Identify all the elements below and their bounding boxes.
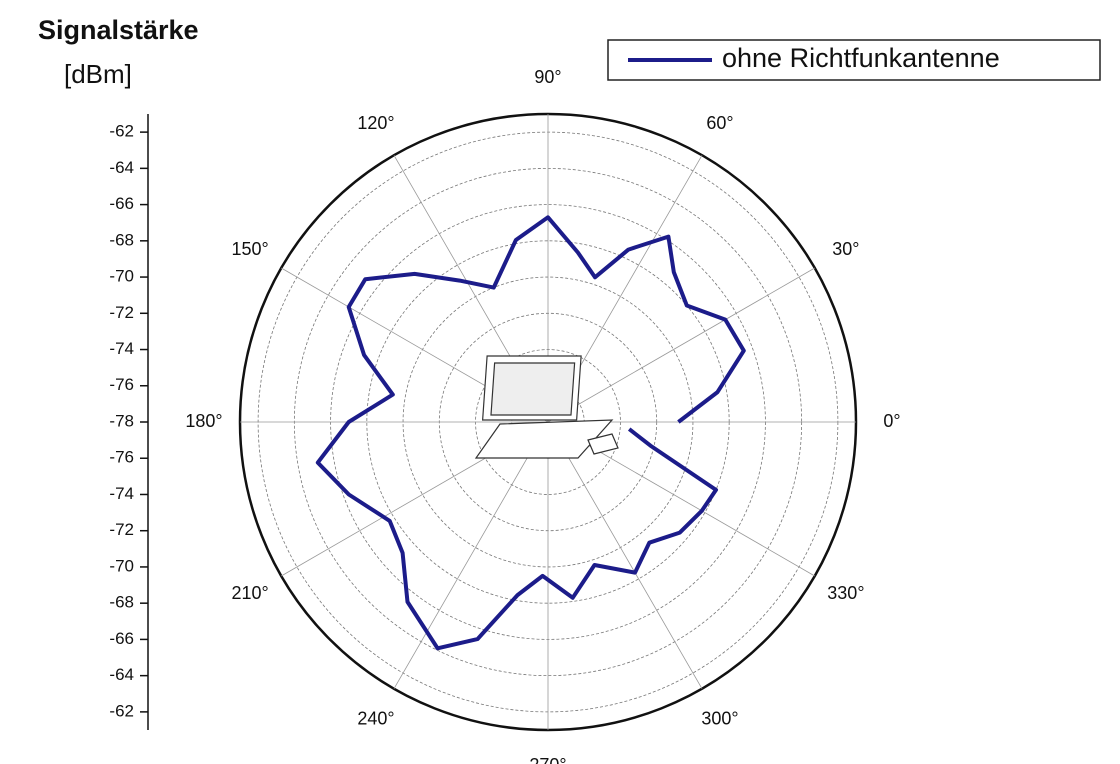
- r-tick-label: -62: [109, 122, 134, 141]
- r-tick-label: -74: [109, 484, 134, 503]
- series-line: [315, 215, 746, 651]
- angle-label: 150°: [231, 239, 268, 259]
- angle-label: 90°: [534, 67, 561, 87]
- r-tick-label: -66: [109, 194, 134, 213]
- r-tick-label: -64: [109, 665, 134, 684]
- angle-label: 270°: [529, 755, 566, 764]
- angle-label: 210°: [231, 583, 268, 603]
- legend-label: ohne Richtfunkantenne: [722, 43, 1000, 73]
- spoke: [547, 267, 815, 423]
- laptop-icon: [474, 355, 619, 459]
- laptop-mouse-pad: [587, 433, 619, 455]
- spoke: [547, 421, 703, 689]
- r-tick-label: -64: [109, 158, 134, 177]
- r-tick-label: -68: [109, 593, 134, 612]
- r-tick-label: -76: [109, 448, 134, 467]
- angle-label: 60°: [706, 113, 733, 133]
- r-tick-label: -74: [109, 339, 134, 358]
- r-tick-label: -72: [109, 520, 134, 539]
- angle-label: 180°: [185, 411, 222, 431]
- r-tick-label: -78: [109, 411, 134, 430]
- spoke: [393, 421, 549, 689]
- angle-label: 30°: [832, 239, 859, 259]
- r-tick-label: -70: [109, 267, 134, 286]
- axis-title: Signalstärke: [38, 15, 199, 45]
- axis-unit: [dBm]: [64, 59, 132, 89]
- r-tick-label: -76: [109, 375, 134, 394]
- laptop-keyboard: [474, 419, 614, 459]
- r-tick-label: -62: [109, 701, 134, 720]
- angle-label: 300°: [701, 709, 738, 729]
- r-tick-label: -72: [109, 303, 134, 322]
- laptop-display: [490, 362, 576, 416]
- angle-label: 0°: [883, 411, 900, 431]
- angle-label: 120°: [357, 113, 394, 133]
- angle-label: 330°: [827, 583, 864, 603]
- r-tick-label: -68: [109, 230, 134, 249]
- r-tick-label: -70: [109, 556, 134, 575]
- r-tick-label: -66: [109, 629, 134, 648]
- angle-label: 240°: [357, 709, 394, 729]
- plot-layer: [315, 215, 746, 651]
